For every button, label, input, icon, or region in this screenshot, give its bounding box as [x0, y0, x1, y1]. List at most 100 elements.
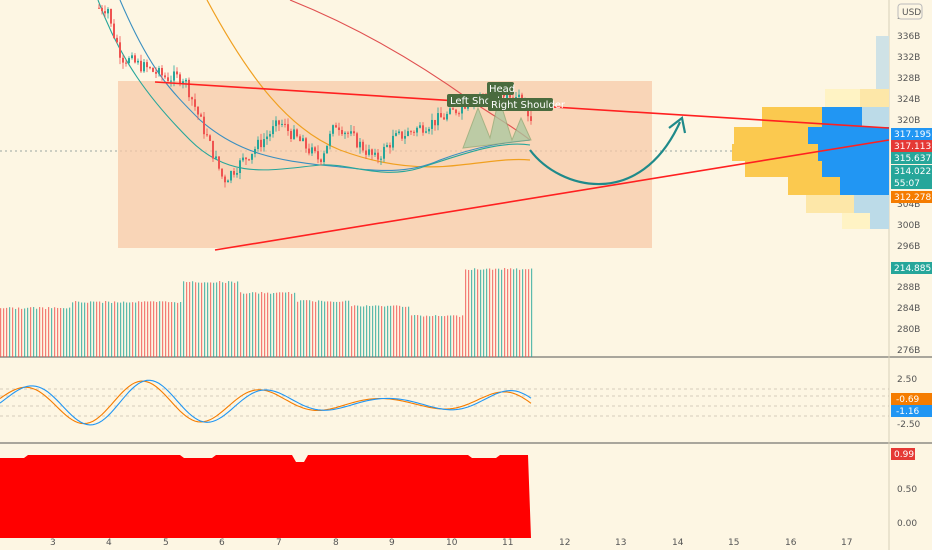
candle-body: [263, 139, 265, 148]
currency-label[interactable]: USD: [897, 3, 923, 20]
volume-bar: [114, 301, 116, 357]
oscillator-pane: [0, 379, 889, 426]
price-badge: [891, 152, 932, 164]
candle-body: [212, 140, 214, 159]
candle-body: [284, 123, 286, 125]
candle-body: [326, 145, 328, 154]
price-badge-text: 314.022B: [894, 167, 932, 177]
volume-bar: [189, 281, 191, 357]
volume-bar: [33, 307, 35, 357]
volume-bar: [276, 292, 278, 357]
volume-bar: [93, 301, 95, 357]
volume-bar: [357, 305, 359, 357]
volume-bar: [36, 308, 38, 357]
volume-bar: [72, 302, 74, 357]
price-tick-label: 280B: [897, 325, 920, 335]
candle-body: [395, 133, 397, 136]
candle-body: [227, 180, 229, 183]
price-badge-text: 55:07: [894, 179, 920, 189]
volume-bar: [57, 307, 59, 357]
volume-bar: [423, 316, 425, 357]
candle-body: [146, 62, 148, 68]
volume-bar: [309, 300, 311, 357]
volume-bar: [306, 300, 308, 357]
volume-bar: [522, 269, 524, 357]
volume-bar: [210, 282, 212, 357]
projection-arrow[interactable]: [529, 121, 682, 186]
volume-bar: [45, 308, 47, 357]
candle-body: [428, 128, 430, 132]
volume-bar: [279, 292, 281, 357]
indicator-axis: 0.50 0.00: [897, 485, 917, 529]
price-tick-label: 276B: [897, 346, 920, 356]
candle-body: [365, 150, 367, 155]
volume-bar: [261, 292, 263, 357]
candle-body: [239, 160, 241, 174]
volume-bar: [258, 293, 260, 357]
candle-body: [434, 119, 436, 126]
candle-body: [416, 127, 418, 133]
lower-trendline[interactable]: [214, 139, 890, 251]
volume-bar: [207, 282, 209, 357]
price-badge: [891, 177, 932, 189]
time-tick-label: 3: [50, 538, 56, 548]
volume-bar: [51, 308, 53, 357]
candle-body: [410, 131, 412, 133]
candle-body: [506, 93, 508, 99]
volume-bar: [219, 281, 221, 357]
candle-body: [170, 80, 172, 82]
volume-bar: [519, 269, 521, 357]
volume-bar: [411, 315, 413, 357]
volume-bar: [3, 308, 5, 357]
candle-body: [398, 131, 400, 134]
volume-bar: [195, 282, 197, 357]
volume-bar: [396, 305, 398, 357]
time-tick-label: 5: [163, 538, 169, 548]
candle-body: [455, 109, 457, 114]
candle-body: [182, 81, 184, 84]
oscillator-badge-text: -1.16: [896, 407, 920, 417]
volume-bar: [108, 301, 110, 357]
price-tick-label: 288B: [897, 283, 920, 293]
candle-body: [128, 58, 130, 64]
volume-bar: [39, 307, 41, 357]
volume-bar: [111, 302, 113, 357]
volume-bar: [117, 302, 119, 357]
candle-body: [185, 79, 187, 82]
volume-profile: [732, 36, 889, 229]
candle-body: [422, 125, 424, 133]
candle-body: [317, 151, 319, 160]
candle-body: [452, 108, 454, 110]
price-tick-label: 328B: [897, 74, 920, 84]
volume-bar: [462, 315, 464, 357]
candle-body: [302, 138, 304, 142]
candle-body: [137, 60, 139, 63]
candle-body: [344, 132, 346, 135]
volume-bar: [102, 302, 104, 357]
candle-body: [119, 42, 121, 58]
indicator-badge: [891, 448, 915, 460]
candle-body: [275, 120, 277, 127]
volume-bar: [231, 281, 233, 357]
range-rectangle: [118, 81, 652, 248]
volume-bar: [63, 308, 65, 357]
candle-body: [413, 131, 415, 133]
candle-body: [368, 149, 370, 155]
time-tick-label: 17: [841, 538, 852, 548]
volume-bar: [492, 269, 494, 357]
volume-bar: [381, 306, 383, 357]
candle-body: [278, 120, 280, 125]
volume-bar: [234, 282, 236, 357]
time-tick-label: 4: [106, 538, 112, 548]
volume-bar: [360, 306, 362, 357]
volume-bar: [375, 305, 377, 357]
candle-body: [176, 71, 178, 75]
volume-bar: [18, 307, 20, 357]
volume-bar: [501, 269, 503, 357]
volume-bar: [12, 307, 14, 357]
indicator-tick-label: 0.00: [897, 519, 917, 529]
right-shoulder-text: Right Shoulder: [491, 100, 566, 111]
time-axis[interactable]: 3 4 5 6 7 8 9 10 11 12 13 14 15 16 17: [50, 538, 852, 548]
volume-bar: [324, 301, 326, 357]
